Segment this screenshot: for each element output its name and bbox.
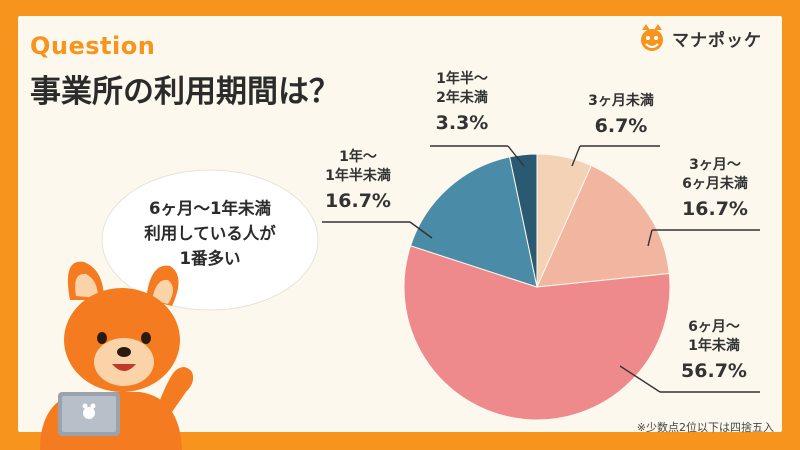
slice-label-6-months-to-1-year: 6ヶ月〜 1年未満 56.7% — [664, 318, 764, 384]
slice-label-text: 1年〜 — [339, 149, 377, 165]
leader-line — [507, 145, 525, 167]
brand: マナポッケ — [668, 26, 762, 51]
slice-label-text: 3ヶ月〜 — [689, 157, 741, 173]
slice-value-text: 56.7% — [681, 360, 747, 382]
rounding-note: ※少数点2位以下は四捨五入 — [636, 421, 774, 434]
pie-slice-6-months-to-1-year — [403, 245, 671, 421]
dog-mascot-icon — [40, 261, 194, 450]
callout-line: 1番多い — [179, 249, 241, 268]
slice-label-text: 3ヶ月未満 — [588, 93, 654, 109]
slice-label-text: 1年半未満 — [325, 168, 391, 184]
brand-name: マナポッケ — [672, 31, 762, 51]
leader-line — [409, 221, 433, 239]
slice-label-text: 6ヶ月〜 — [688, 319, 740, 335]
slice-label-text: 2年未満 — [436, 90, 488, 106]
pie-chart — [403, 153, 671, 421]
callout-line: 利用している人が — [144, 224, 276, 243]
leader-line — [619, 365, 661, 393]
slice-label-3-to-6-months: 3ヶ月〜 6ヶ月未満 16.7% — [660, 156, 770, 222]
leader-line — [647, 229, 653, 247]
slice-label-under-3-months: 3ヶ月未満 6.7% — [566, 92, 676, 139]
slice-label-text: 6ヶ月未満 — [682, 176, 748, 192]
slice-label-text: 1年未満 — [688, 338, 740, 354]
pie-slice-1-to-1-5-years — [409, 156, 538, 288]
brand-logo-icon — [641, 24, 663, 51]
slice-label-text: 1年半〜 — [436, 71, 488, 87]
callout-line: 6ヶ月〜1年未満 — [149, 199, 271, 218]
slice-value-text: 16.7% — [682, 198, 748, 220]
slice-label-1-5-to-2-years: 1年半〜 2年未満 3.3% — [414, 70, 510, 136]
slice-value-text: 3.3% — [435, 112, 489, 134]
leader-line — [571, 145, 581, 167]
pie-slice-1-5-to-2-years — [509, 153, 538, 288]
pie-slice-3-to-6-months — [536, 164, 670, 288]
leader-lines — [322, 145, 760, 393]
slice-value-text: 6.7% — [594, 115, 648, 137]
question-label: Question — [30, 32, 156, 60]
slice-value-text: 16.7% — [325, 190, 391, 212]
callout-text: 6ヶ月〜1年未満 利用している人が 1番多い — [110, 196, 310, 271]
slice-label-1-to-1-5-years: 1年〜 1年半未満 16.7% — [306, 148, 410, 214]
page-title: 事業所の利用期間は？ — [30, 74, 340, 110]
